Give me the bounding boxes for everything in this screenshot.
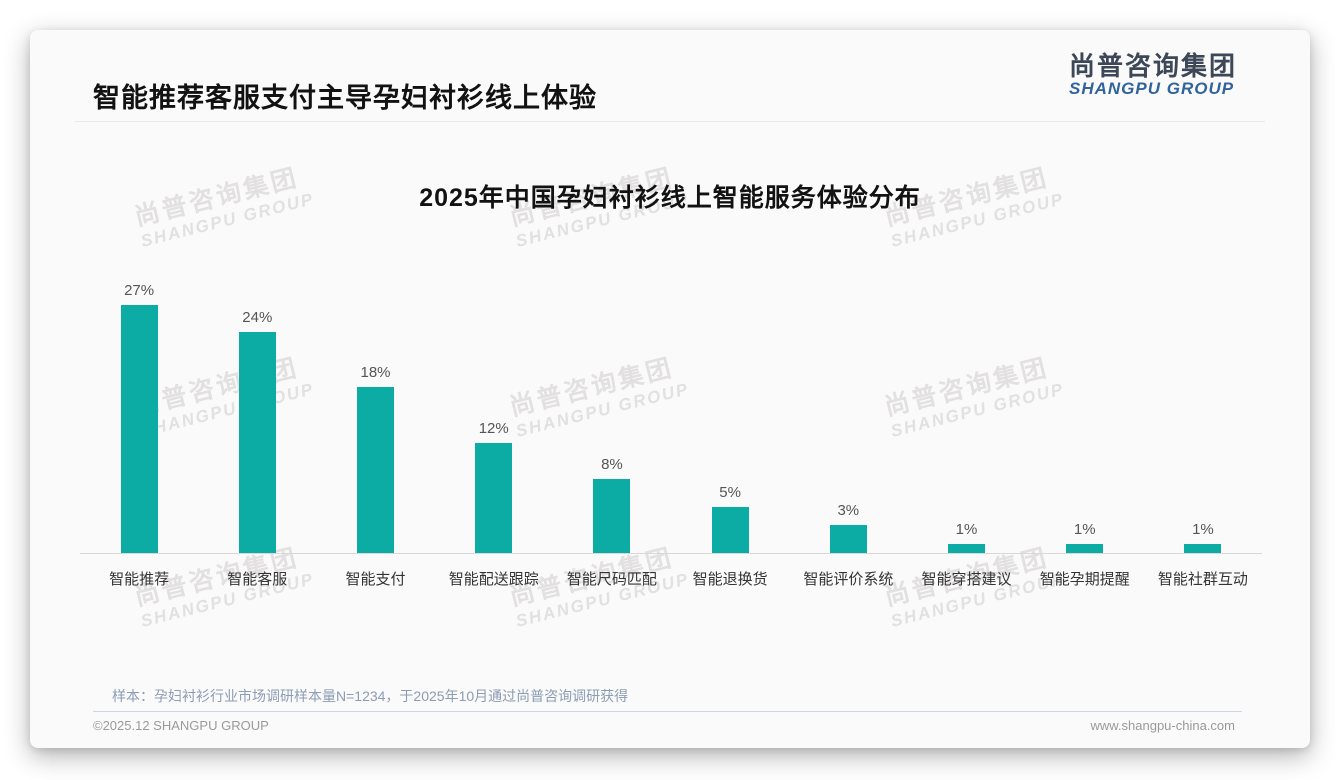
category-label: 智能穿搭建议 [921,571,1012,588]
category-axis: 智能推荐 智能客服 智能支付 智能配送跟踪 智能尺码匹配 智能退换货 智能评价系统 智能穿搭建… [80,554,1262,589]
bar-column: 12% [435,420,553,553]
bar [593,479,631,553]
bar-column: 5% [671,484,789,553]
bar-column: 1% [1144,521,1262,553]
bar [948,544,986,553]
chart-title: 2025年中国孕妇衬衫线上智能服务体验分布 [419,184,921,212]
bar [475,443,513,553]
category-label: 智能尺码匹配 [566,571,657,588]
bar-value-label: 1% [1073,521,1096,538]
bar [1184,544,1222,553]
footer-bar: ©2025.12 SHANGPU GROUP www.shangpu-china… [93,718,1235,733]
bar-value-label: 24% [242,309,273,326]
bar-value-label: 12% [478,420,509,437]
bar-column: 18% [316,364,434,553]
bar-plot: 27% 24% 18% 12% 8% 5% 3% 1% 1% 1% [80,268,1262,554]
logo-text-cn: 尚普咨询集团 [1068,51,1237,81]
bar [357,387,394,553]
bar-column: 27% [80,282,198,553]
bar-value-label: 18% [360,364,391,381]
bar-value-label: 1% [955,521,978,538]
bar-value-label: 1% [1192,521,1214,538]
category-label: 智能客服 [227,571,288,588]
category-label: 智能评价系统 [803,571,894,588]
bar-value-label: 5% [719,484,741,501]
category-label: 智能推荐 [109,571,170,588]
category-label: 智能支付 [345,571,406,588]
bar [120,305,158,553]
bar-column: 3% [789,502,907,553]
header-divider [75,121,1265,122]
sample-footnote: 样本：孕妇衬衫行业市场调研样本量N=1234，于2025年10月通过尚普咨询调研… [112,688,629,704]
bar-column: 8% [553,456,671,553]
page-title: 智能推荐客服支付主导孕妇衬衫线上体验 [93,83,597,113]
footer-website: www.shangpu-china.com [1090,718,1235,733]
slide-card: 尚普咨询集团 SHANGPU GROUP 尚普咨询集团 SHANGPU GROUP 尚普… [30,30,1310,748]
bar [1066,544,1104,553]
bar [238,332,276,553]
footer-divider [93,711,1242,712]
bar-column: 24% [198,309,316,553]
logo-text-en: SHANGPU GROUP [1068,79,1235,99]
category-label: 智能配送跟踪 [448,571,539,588]
bar-value-label: 3% [837,502,860,519]
bar [711,507,749,553]
bar [829,525,867,553]
bar-value-label: 8% [601,456,623,473]
bar-column: 1% [907,521,1025,553]
footer-copyright: ©2025.12 SHANGPU GROUP [93,718,269,733]
bar-column: 1% [1026,521,1144,553]
bar-chart: 27% 24% 18% 12% 8% 5% 3% 1% 1% 1% 智能推荐 智能客服 智能支付 智能配… [80,268,1262,589]
company-logo: 尚普咨询集团 SHANGPU GROUP [1068,51,1237,99]
bar-value-label: 27% [124,282,155,299]
category-label: 智能社群互动 [1157,571,1248,588]
category-label: 智能孕期提醒 [1039,571,1130,588]
category-label: 智能退换货 [692,571,768,588]
